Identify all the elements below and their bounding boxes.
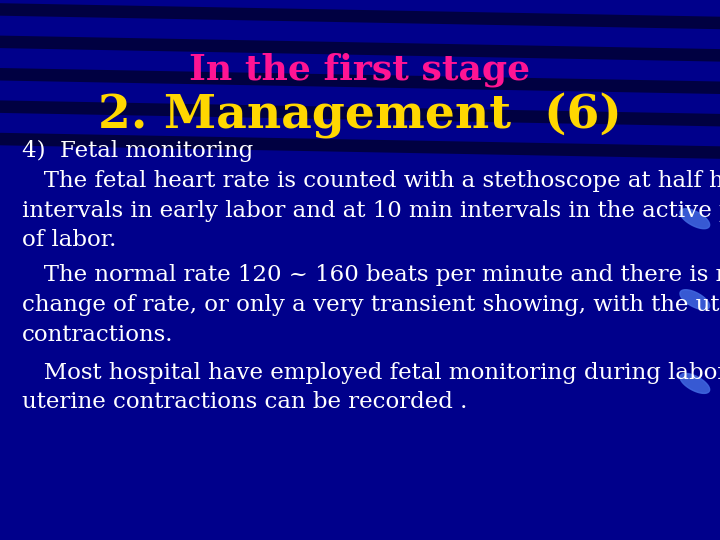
Text: uterine contractions can be recorded .: uterine contractions can be recorded . xyxy=(22,392,467,413)
Text: In the first stage: In the first stage xyxy=(189,53,531,87)
Polygon shape xyxy=(680,290,710,310)
Text: intervals in early labor and at 10 min intervals in the active phase: intervals in early labor and at 10 min i… xyxy=(22,200,720,221)
Text: The normal rate 120 ~ 160 beats per minute and there is no: The normal rate 120 ~ 160 beats per minu… xyxy=(22,265,720,286)
Text: 2. Management  (6): 2. Management (6) xyxy=(98,93,622,139)
Text: contractions.: contractions. xyxy=(22,324,173,346)
Text: The fetal heart rate is counted with a stethoscope at half hourly: The fetal heart rate is counted with a s… xyxy=(22,170,720,192)
Text: 4)  Fetal monitoring: 4) Fetal monitoring xyxy=(22,140,253,162)
Text: of labor.: of labor. xyxy=(22,230,116,251)
Polygon shape xyxy=(680,209,710,229)
Text: change of rate, or only a very transient showing, with the uterine: change of rate, or only a very transient… xyxy=(22,294,720,316)
Text: Most hospital have employed fetal monitoring during labor, the: Most hospital have employed fetal monito… xyxy=(22,362,720,383)
Polygon shape xyxy=(680,374,710,394)
